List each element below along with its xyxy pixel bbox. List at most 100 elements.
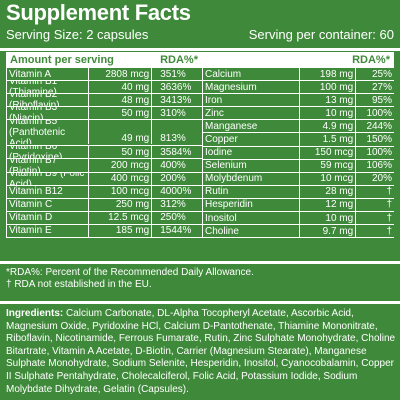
nutrient-name: Rutin [203,185,301,198]
nutrient-name: Vitamin B6 (Pyridoxine) [7,146,89,159]
footnotes: *RDA%: Percent of the Recommended Daily … [6,267,254,291]
nutrient-amount: 10 mg [300,107,357,120]
nutrient-amount: 2808 mcg [89,68,153,81]
nutrient-name: Molybdenum [203,172,301,185]
nutrient-name: Vitamin B9 (Folic Acid) [7,172,89,185]
nutrient-amount: 28 mg [300,185,357,198]
nutrient-row: Vitamin B9 (Folic Acid) 400 mcg 200% [7,172,202,186]
nutrient-row: Vitamin A 2808 mcg 351% [7,68,202,82]
nutrient-rda: 95% [372,94,393,106]
nutrient-row: Manganese 4.9 mg 244% [203,120,394,134]
rda-footnote: *RDA%: Percent of the Recommended Daily … [6,267,254,278]
nutrient-rda: † [386,186,393,198]
nutrient-rda: 310% [160,107,186,119]
nutrient-row: Rutin 28 mg † [203,185,394,199]
nutrient-name: Zinc [203,107,301,120]
nutrient-amount: 50 mg [89,107,153,120]
nutrient-name: Manganese [203,120,301,133]
nutrient-rda: 150% [366,134,393,146]
nutrient-row: Magnesium 100 mg 27% [203,81,394,95]
nutrient-rda: 312% [160,199,186,211]
minerals-rows: Calcium 198 mg 25% Magnesium 100 mg 27% Iron 13… [202,68,394,239]
rda-header-left: RDA%* [160,54,198,66]
vitamins-column: Amount per serving RDA%* Vitamin A 2808 m… [6,52,202,239]
nutrient-amount: 49 mg [89,120,153,145]
nutrient-amount: 150 mcg [300,146,357,159]
vitamins-rows: Vitamin A 2808 mcg 351% Vitamin B1 (Thiamin… [6,68,202,239]
ingredients-text: Calcium Carbonate, DL-Alpha Tocopheryl A… [6,308,396,395]
nutrient-name: Iron [203,94,301,107]
servings-per-container: Serving per container: 60 [248,27,394,42]
dagger-footnote: † RDA not established in the EU. [6,279,152,290]
nutrient-rda: † [386,212,393,224]
nutrient-amount: 100 mg [300,81,357,94]
nutrient-name: Vitamin A [7,68,89,81]
nutrient-row: Calcium 198 mg 25% [203,68,394,82]
nutrient-amount: 13 mg [300,94,357,107]
nutrient-amount: 48 mg [89,94,153,107]
vitamins-header: Amount per serving RDA%* [6,52,202,68]
nutrient-row: Choline 9.7 mg † [203,225,394,239]
nutrient-rda: 27% [372,81,393,93]
nutrient-row: Iodine 150 mcg 100% [203,146,394,160]
nutrient-row: Hesperidin 12 mg † [203,198,394,213]
nutrient-rda: 100% [366,147,393,159]
nutrient-row: Vitamin B7 (Biotin) 200 mcg 400% [7,159,202,173]
nutrient-row: Vitamin B12 100 mcg 4000% [7,185,202,199]
nutrient-amount: 12 mg [300,198,357,212]
nutrient-amount: 200 mcg [89,159,153,172]
nutrient-rda: 250% [160,212,186,224]
nutrient-name: Vitamin B1 (Thiamine) [7,81,89,94]
nutrient-rda: 3584% [160,146,192,158]
nutrient-amount: 12.5 mcg [89,211,153,224]
nutrient-rda: 25% [372,68,393,80]
nutrient-name: Vitamin B2 (Riboflavin) [7,94,89,107]
nutrient-rda: 813% [160,133,186,145]
minerals-header: RDA%* [202,52,394,68]
nutrient-amount: 250 mg [89,198,153,211]
nutrient-amount: 1.5 mg [300,133,357,146]
nutrient-amount: 40 mg [89,81,153,94]
nutrient-row: Selenium 59 mcg 106% [203,159,394,173]
middle-divider [0,261,400,264]
nutrient-row: Vitamin B1 (Thiamine) 40 mg 3636% [7,81,202,95]
nutrient-name: Inositol [203,212,301,225]
nutrient-name: Vitamin E [7,224,89,238]
nutrient-rda: 106% [366,160,393,172]
nutrient-name: Vitamin D [7,211,89,224]
nutrient-name: Vitamin B12 [7,185,89,198]
serving-info: Serving Size: 2 capsules Serving per con… [6,27,394,42]
minerals-column: RDA%* Calcium 198 mg 25% Magnesium 100 mg 27%… [202,52,394,239]
nutrient-name: Selenium [203,159,301,172]
nutrient-rda: 244% [366,120,393,132]
nutrient-name: Vitamin B5 (Panthotenic Acid) [7,120,89,145]
bottom-divider [0,301,400,304]
nutrient-name: Vitamin B3 (Niacin) [7,107,89,120]
nutrient-name: Vitamin B7 (Biotin) [7,159,89,172]
nutrient-rda: 1544% [160,225,192,237]
nutrient-amount: 59 mcg [300,159,357,172]
ingredients-label: Ingredients: [6,308,64,319]
nutrient-row: Vitamin B5 (Panthotenic Acid) 49 mg 813% [7,120,202,147]
nutrient-row: Vitamin B6 (Pyridoxine) 50 mg 3584% [7,146,202,160]
ingredients-block: Ingredients: Calcium Carbonate, DL-Alpha… [6,308,396,396]
nutrient-rda: † [386,199,393,211]
nutrient-rda: 3413% [160,94,192,106]
nutrient-amount: 185 mg [89,224,153,238]
nutrient-rda: 400% [160,160,186,172]
nutrient-amount: 100 mcg [89,185,153,198]
nutrient-name: Iodine [203,146,301,159]
nutrient-rda: 4000% [160,186,192,198]
serving-size: Serving Size: 2 capsules [6,27,149,42]
nutrient-rda: 200% [160,173,186,185]
nutrient-name: Copper [203,133,301,146]
nutrient-row: Vitamin B2 (Riboflavin) 48 mg 3413% [7,94,202,108]
nutrient-name: Choline [203,225,301,238]
top-divider [0,48,400,51]
nutrient-amount: 10 mcg [300,172,357,185]
nutrient-rda: † [386,225,393,237]
nutrient-row: Iron 13 mg 95% [203,94,394,108]
nutrient-row: Vitamin B3 (Niacin) 50 mg 310% [7,107,202,121]
nutrient-amount: 4.9 mg [300,120,357,133]
amount-per-serving-label: Amount per serving [10,54,114,66]
